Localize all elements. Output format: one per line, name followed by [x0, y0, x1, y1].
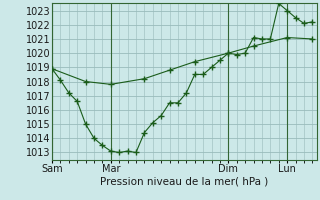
X-axis label: Pression niveau de la mer( hPa ): Pression niveau de la mer( hPa )	[100, 177, 268, 187]
